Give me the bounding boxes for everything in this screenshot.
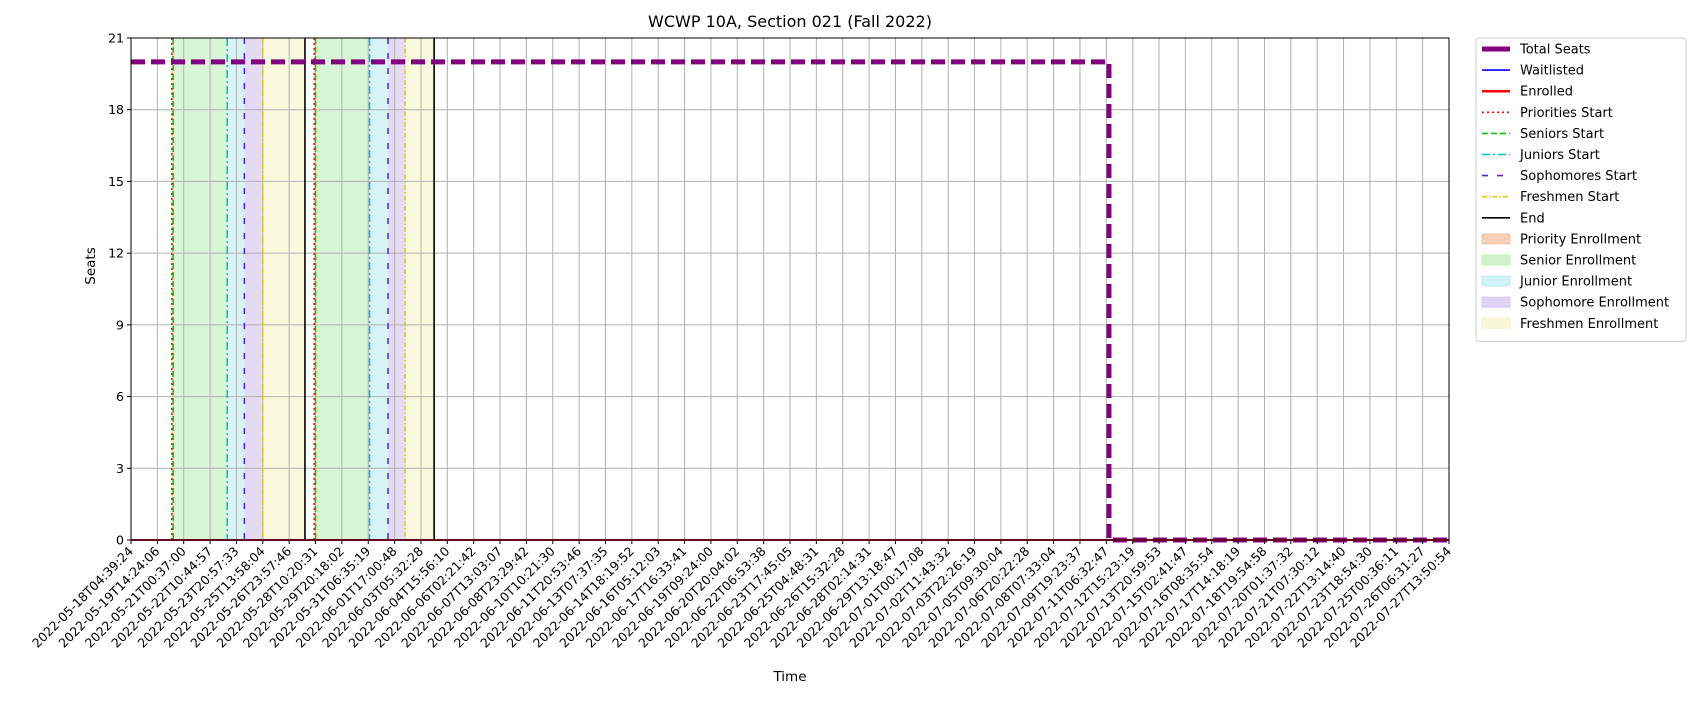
chart-title: WCWP 10A, Section 021 (Fall 2022) <box>648 12 932 31</box>
legend-label-total-seats: Total Seats <box>1519 43 1591 58</box>
legend-label-priorities-start: Priorities Start <box>1520 106 1613 121</box>
legend-label-enrolled: Enrolled <box>1520 85 1573 100</box>
y-tick-label: 18 <box>108 102 124 117</box>
legend-label-freshmen-start: Freshmen Start <box>1520 190 1619 205</box>
legend-label-freshmen-enrollment: Freshmen Enrollment <box>1520 317 1658 332</box>
plot-area: 0369121518212022-05-18T04:39:242022-05-1… <box>29 31 1454 651</box>
legend-label-juniors-start: Juniors Start <box>1519 148 1600 163</box>
shaded-region-senior-enrollment-0 <box>173 38 228 540</box>
legend-swatch-junior-enrollment <box>1481 275 1511 287</box>
y-tick-label: 6 <box>116 389 124 404</box>
legend-label-sophomore-enrollment: Sophomore Enrollment <box>1520 296 1669 311</box>
shaded-region-junior-enrollment-1 <box>369 38 389 540</box>
x-axis-label: Time <box>772 669 806 685</box>
legend-swatch-freshmen-enrollment <box>1481 317 1511 329</box>
legend-label-senior-enrollment: Senior Enrollment <box>1520 254 1636 269</box>
y-tick-label: 21 <box>108 31 124 46</box>
shaded-region-sophomore-enrollment-1 <box>388 38 406 540</box>
legend: Total Seats Waitlisted Enrolled Priorities … <box>1475 37 1687 342</box>
legend-frame <box>1475 37 1687 342</box>
legend-label-end: End <box>1520 211 1545 226</box>
shaded-region-freshmen-enrollment-0 <box>262 38 305 540</box>
legend-label-sophomores-start: Sophomores Start <box>1520 169 1637 184</box>
legend-swatch-priority-enrollment <box>1481 233 1511 245</box>
y-tick-label: 9 <box>116 317 124 332</box>
y-tick-label: 12 <box>108 246 124 261</box>
shaded-region-freshmen-enrollment-1 <box>405 38 435 540</box>
y-tick-label: 3 <box>116 461 124 476</box>
legend-swatch-sophomore-enrollment <box>1481 296 1511 308</box>
legend-label-seniors-start: Seniors Start <box>1520 127 1604 142</box>
legend-label-junior-enrollment: Junior Enrollment <box>1519 275 1632 290</box>
y-tick-label: 0 <box>116 533 124 548</box>
legend-label-waitlisted: Waitlisted <box>1520 64 1584 79</box>
y-tick-label: 15 <box>108 174 124 189</box>
legend-swatch-senior-enrollment <box>1481 254 1511 266</box>
shaded-region-sophomore-enrollment-0 <box>244 38 263 540</box>
shaded-region-junior-enrollment-0 <box>227 38 245 540</box>
shaded-region-senior-enrollment-1 <box>315 38 370 540</box>
legend-label-priority-enrollment: Priority Enrollment <box>1520 232 1641 247</box>
y-axis-label: Seats <box>83 247 99 284</box>
